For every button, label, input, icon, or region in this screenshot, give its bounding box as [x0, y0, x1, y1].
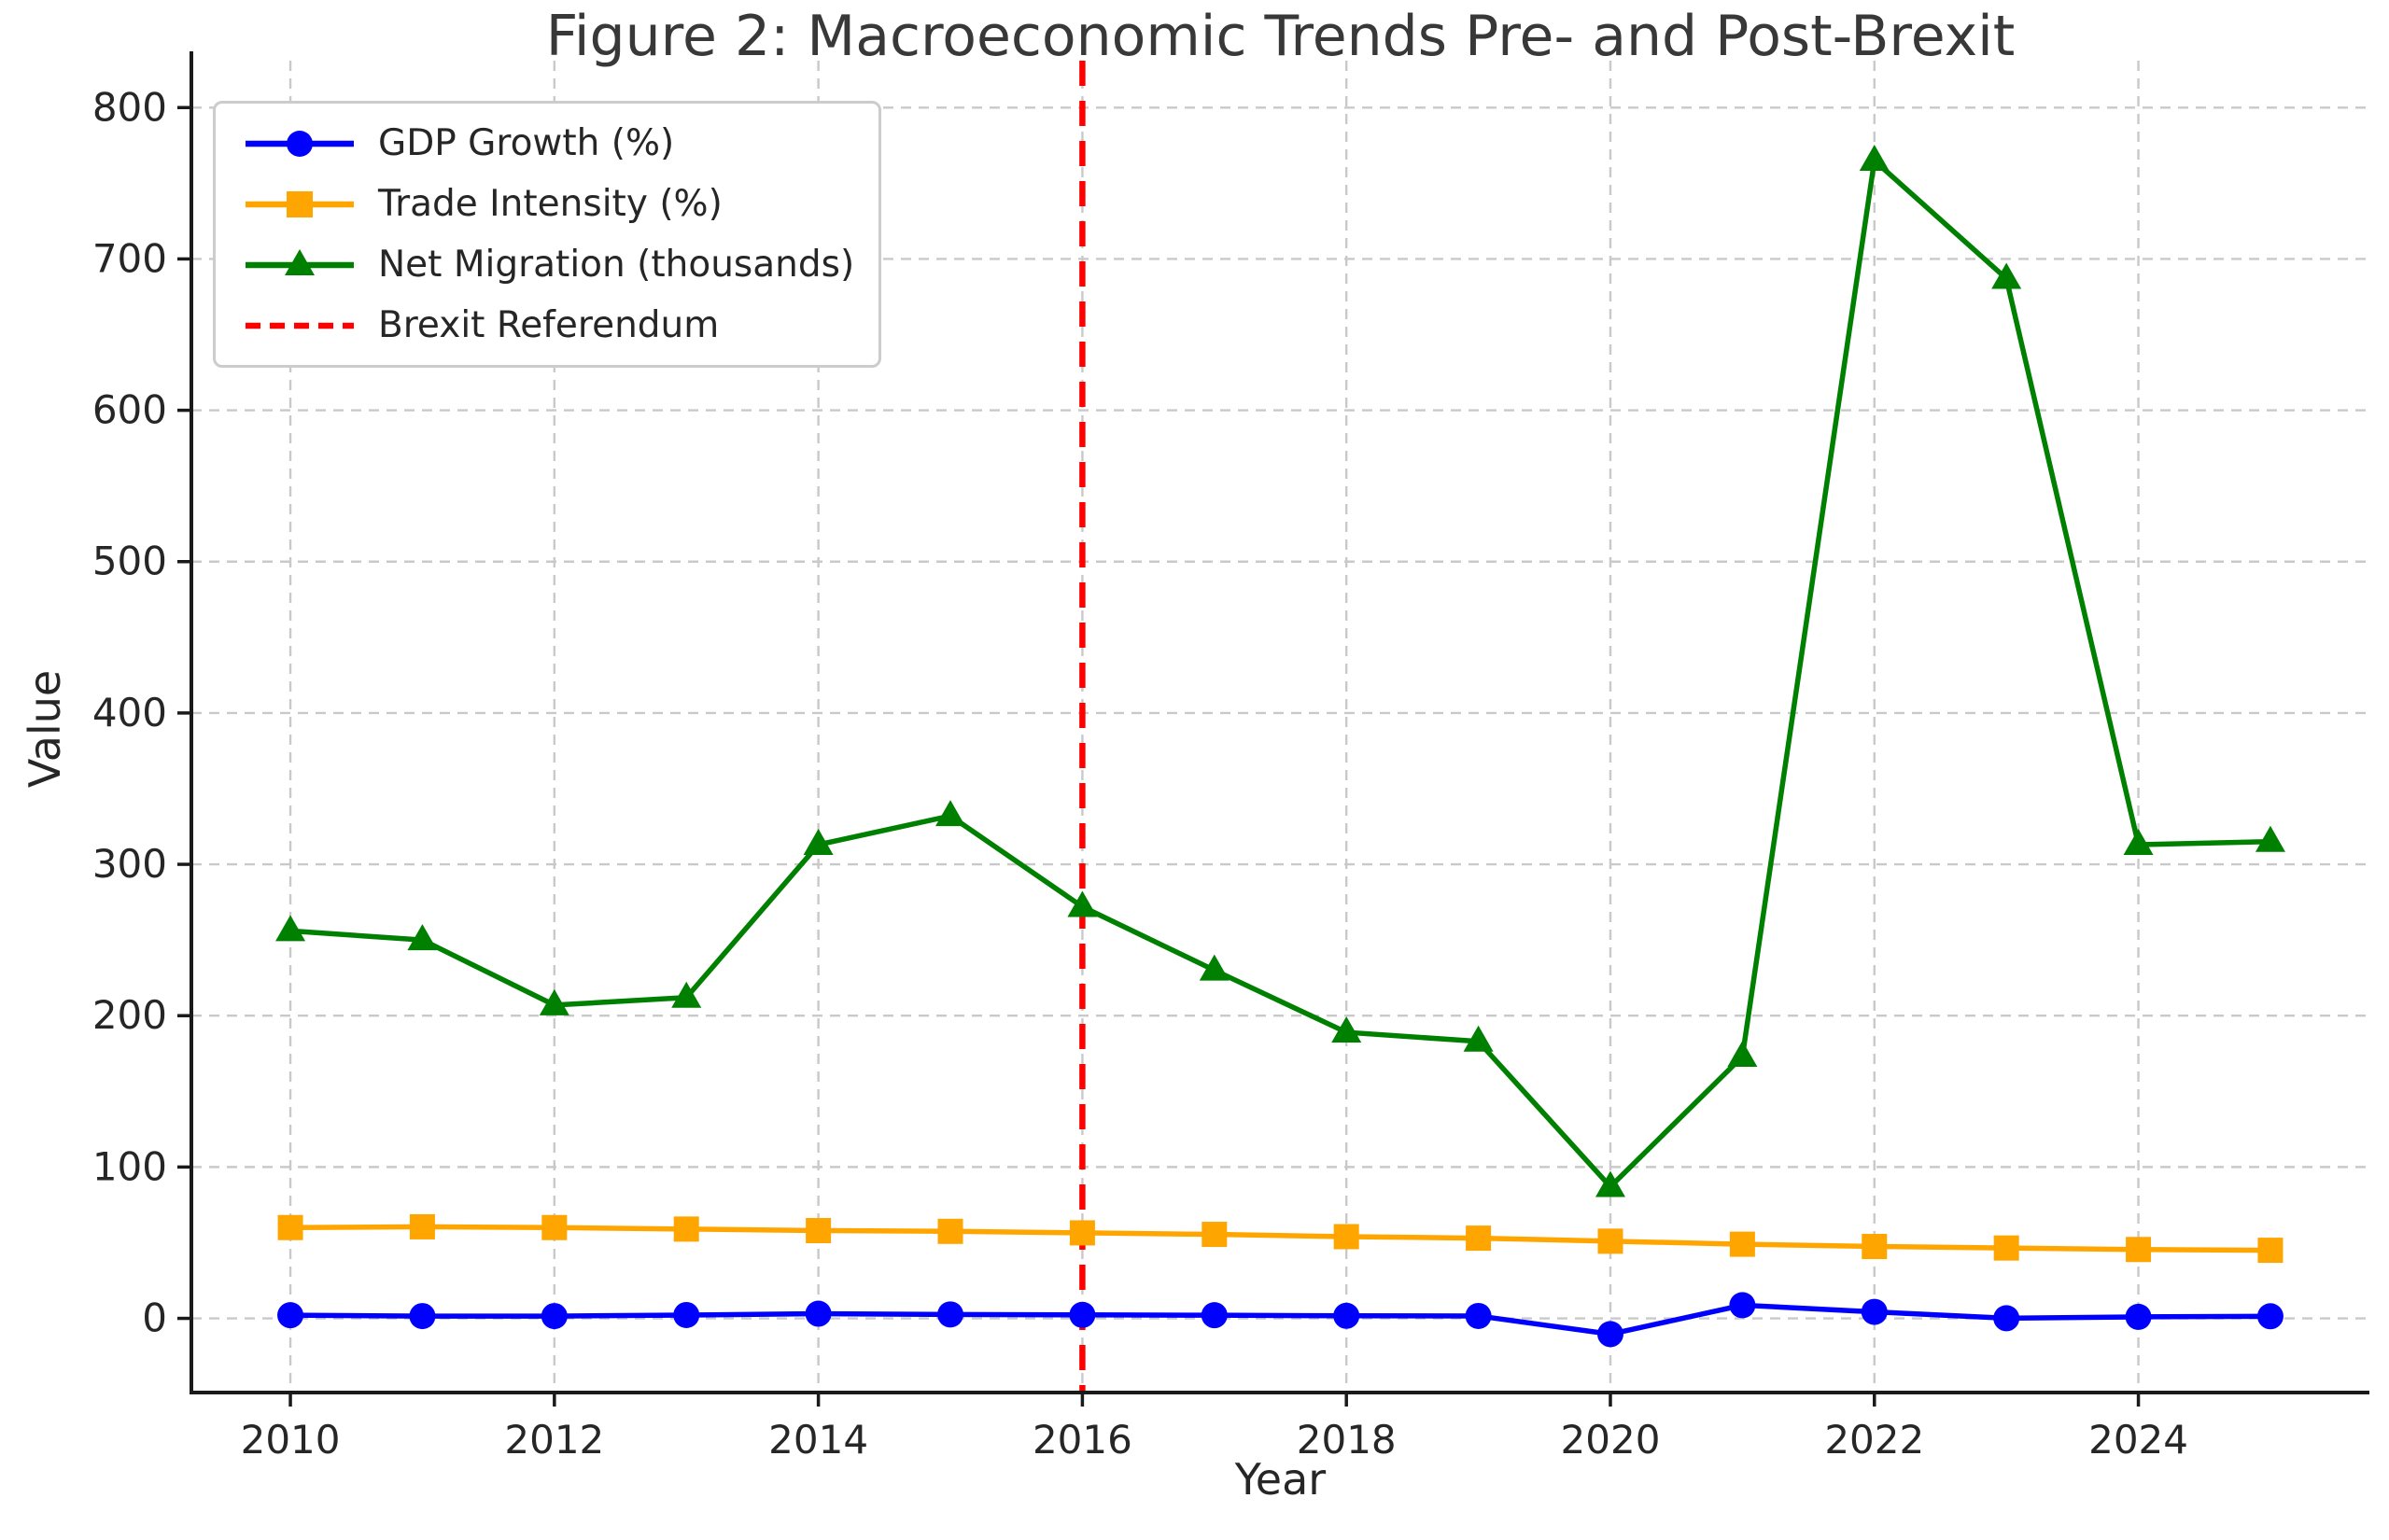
marker-net-migration-thousands [935, 800, 966, 827]
y-tick-label: 700 [92, 235, 167, 281]
x-tick-label: 2020 [1561, 1417, 1661, 1463]
marker-gdp-growth [541, 1303, 568, 1330]
marker-net-migration-thousands [539, 988, 569, 1015]
legend: GDP Growth (%) Trade Intensity (%) Net M… [213, 101, 881, 368]
legend-item-gdp-growth: GDP Growth (%) [242, 122, 878, 164]
y-tick-label: 0 [142, 1295, 167, 1341]
marker-trade-intensity [2126, 1237, 2152, 1263]
marker-trade-intensity [541, 1214, 568, 1240]
marker-gdp-growth [1861, 1298, 1888, 1325]
series-line-trade-intensity [288, 1224, 2273, 1253]
x-tick-label: 2018 [1297, 1417, 1397, 1463]
marker-trade-intensity [409, 1213, 435, 1239]
marker-gdp-growth [1993, 1305, 2020, 1332]
marker-trade-intensity [1333, 1224, 1359, 1250]
y-axis-label: Value [20, 669, 70, 789]
marker-net-migration-thousands [1331, 1016, 1362, 1043]
dashed-line-legend-glyph [246, 322, 354, 329]
marker-net-migration-thousands [407, 924, 438, 951]
marker-gdp-growth [277, 1302, 304, 1329]
y-tick-label: 200 [92, 992, 167, 1038]
y-tick-label: 600 [92, 387, 167, 433]
marker-trade-intensity [1466, 1225, 1492, 1252]
marker-gdp-growth [1465, 1302, 1492, 1329]
marker-net-migration-thousands [1199, 954, 1230, 981]
legend-swatch-net-migration [242, 246, 358, 284]
legend-swatch-gdp-growth [242, 125, 358, 162]
marker-trade-intensity [673, 1216, 699, 1242]
circle-legend-glyph [246, 130, 354, 157]
marker-gdp-growth [2256, 1303, 2284, 1330]
marker-gdp-growth [1069, 1301, 1096, 1328]
x-tick-label: 2016 [1033, 1417, 1132, 1463]
marker-gdp-growth [1333, 1302, 1360, 1329]
x-tick-label: 2024 [2088, 1417, 2188, 1463]
marker-gdp-growth [673, 1301, 700, 1328]
series-line-net-migration-thousands [288, 158, 2273, 1190]
y-tick-label: 100 [92, 1143, 167, 1189]
marker-net-migration-thousands [1067, 890, 1098, 917]
x-tick-label: 2010 [241, 1417, 341, 1463]
marker-net-migration-thousands [275, 915, 306, 942]
marker-net-migration-thousands [1859, 145, 1890, 172]
marker-trade-intensity [1862, 1234, 1888, 1260]
triangle-legend-glyph [246, 248, 354, 275]
y-tick-label: 500 [92, 539, 167, 584]
legend-label-net-migration: Net Migration (thousands) [378, 244, 855, 286]
marker-net-migration-thousands [1463, 1025, 1494, 1052]
marker-net-migration-thousands [1727, 1041, 1758, 1068]
marker-net-migration-thousands [803, 828, 834, 855]
marker-gdp-growth [1596, 1321, 1623, 1348]
marker-gdp-growth [1729, 1292, 1756, 1319]
legend-item-brexit-referendum: Brexit Referendum [242, 304, 878, 346]
marker-gdp-growth [1201, 1302, 1228, 1329]
y-tick-label: 400 [92, 690, 167, 735]
marker-trade-intensity [2257, 1238, 2284, 1264]
legend-item-net-migration: Net Migration (thousands) [242, 244, 878, 286]
square-legend-glyph [246, 190, 354, 217]
x-axis-label: Year [1234, 1454, 1327, 1505]
marker-net-migration-thousands [671, 981, 702, 1008]
legend-item-trade-intensity: Trade Intensity (%) [242, 183, 878, 225]
marker-net-migration-thousands [2255, 825, 2285, 852]
y-tick-label: 800 [92, 84, 167, 130]
marker-gdp-growth [2125, 1303, 2152, 1330]
marker-net-migration-thousands [1595, 1170, 1625, 1197]
marker-gdp-growth [409, 1303, 436, 1330]
marker-trade-intensity [1202, 1222, 1228, 1248]
marker-gdp-growth [937, 1301, 964, 1328]
x-tick-label: 2022 [1824, 1417, 1924, 1463]
x-tick-label: 2014 [768, 1417, 868, 1463]
legend-label-trade-intensity: Trade Intensity (%) [378, 183, 723, 225]
marker-trade-intensity [1993, 1235, 2019, 1261]
marker-trade-intensity [937, 1218, 963, 1244]
marker-trade-intensity [1729, 1231, 1755, 1257]
marker-net-migration-thousands [2123, 828, 2154, 855]
legend-swatch-brexit-referendum [242, 307, 358, 344]
legend-label-gdp-growth: GDP Growth (%) [378, 122, 675, 164]
legend-swatch-trade-intensity [242, 186, 358, 223]
legend-label-brexit-referendum: Brexit Referendum [378, 304, 720, 346]
series-line-gdp-growth [288, 1302, 2273, 1337]
chart-title: Figure 2: Macroeconomic Trends Pre- and … [545, 4, 2016, 69]
marker-trade-intensity [1597, 1228, 1623, 1254]
marker-trade-intensity [806, 1217, 832, 1243]
marker-gdp-growth [805, 1300, 832, 1327]
marker-trade-intensity [277, 1214, 303, 1240]
marker-trade-intensity [1069, 1220, 1095, 1246]
y-tick-label: 300 [92, 841, 167, 887]
x-tick-label: 2012 [504, 1417, 604, 1463]
marker-net-migration-thousands [1991, 262, 2022, 289]
